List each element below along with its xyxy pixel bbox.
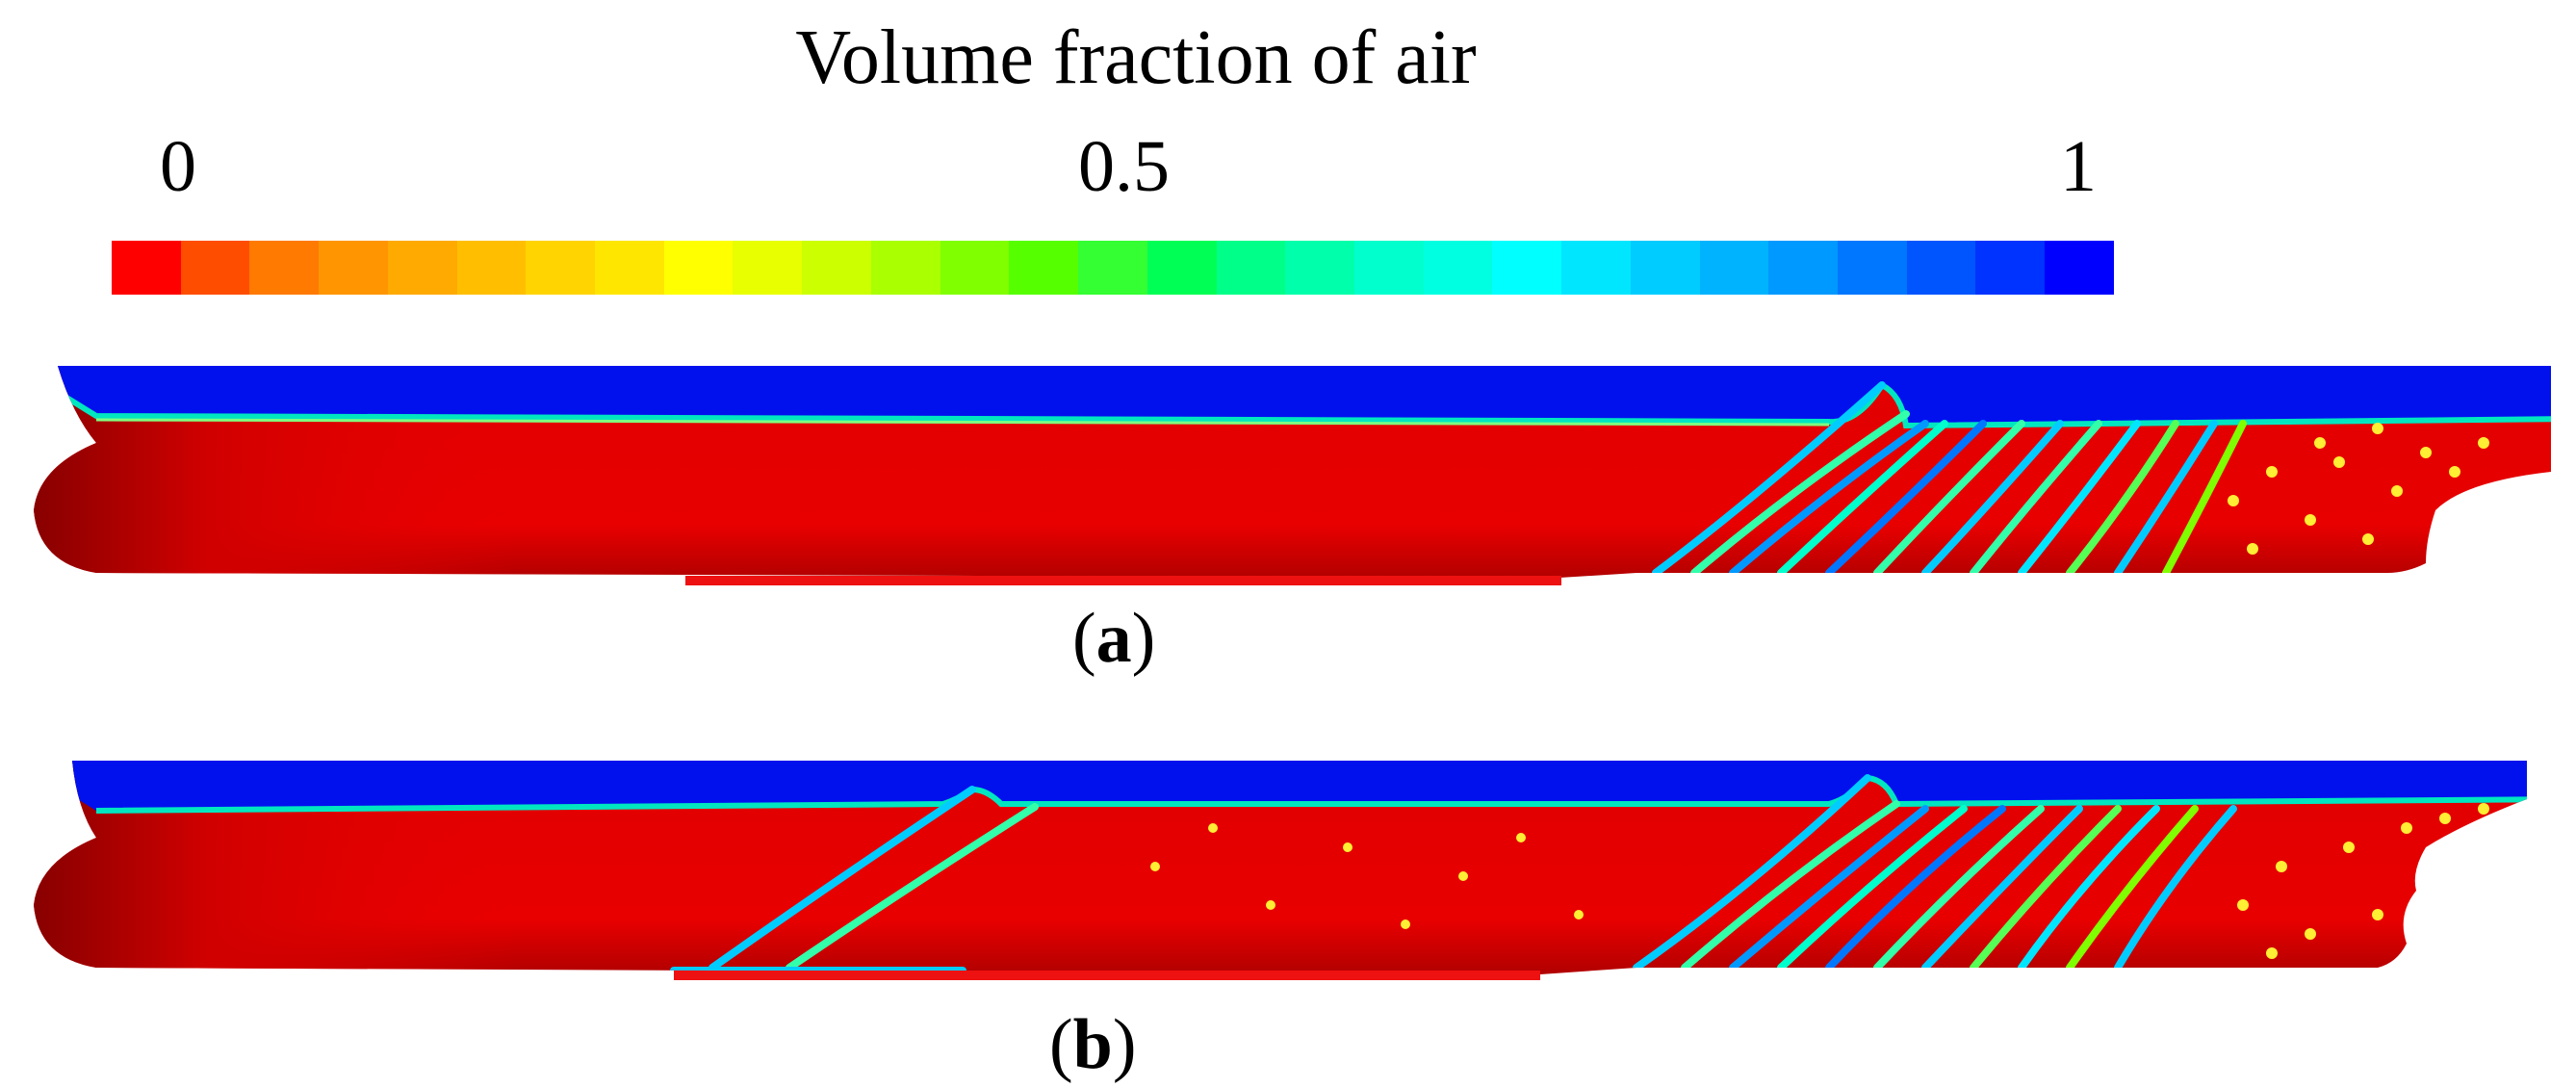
colorbar-swatch [1078,241,1147,295]
colorbar-swatch [526,241,596,295]
colorbar-swatch [1768,241,1838,295]
colorbar-swatch [1975,241,2046,295]
colorbar-swatch [249,241,320,295]
colorbar-swatch [1492,241,1562,295]
colorbar-swatch [802,241,871,295]
colorbar-swatch [456,241,527,295]
colorbar-swatch [387,241,457,295]
colorbar-swatch [2045,241,2114,295]
colorbar [112,241,2114,295]
colorbar-swatch [1353,241,1424,295]
panel-caption-b: (b) [1049,1005,1137,1084]
legend-tick-1: 1 [2060,126,2097,207]
colorbar-swatch [940,241,1010,295]
colorbar-swatch [1009,241,1079,295]
colorbar-swatch [663,241,734,295]
colorbar-swatch [1699,241,1769,295]
colorbar-swatch [1423,241,1493,295]
colorbar-swatch [870,241,940,295]
legend-tick-0.5: 0.5 [1078,126,1170,207]
hull-contour-a [34,366,2551,585]
hull-contour-b [34,761,2527,980]
colorbar-swatch [733,241,803,295]
colorbar-swatch [1285,241,1354,295]
legend-tick-0: 0 [160,126,196,207]
colorbar-swatch [1630,241,1700,295]
colorbar-swatch [1146,241,1217,295]
legend-title: Volume fraction of air [795,15,1477,100]
panel-caption-a: (a) [1072,599,1156,678]
colorbar-swatch [112,241,181,295]
colorbar-swatch [595,241,664,295]
colorbar-swatch [180,241,250,295]
colorbar-swatch [319,241,388,295]
colorbar-swatch [1906,241,1976,295]
colorbar-swatch [1216,241,1286,295]
colorbar-swatch [1837,241,1907,295]
colorbar-swatch [1561,241,1631,295]
